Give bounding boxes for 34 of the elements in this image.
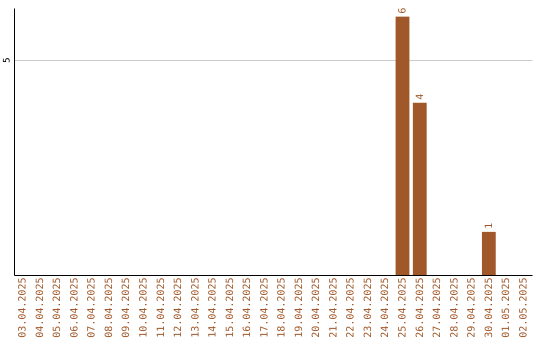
x-tick-label: 17.04.2025 [259,278,270,338]
x-tick-label: 11.04.2025 [156,278,167,338]
x-tick-label: 14.04.2025 [208,278,219,338]
x-tick-label: 27.04.2025 [432,278,444,338]
x-tick-label: 15.04.2025 [224,278,236,338]
x-tick-label: 18.04.2025 [276,278,288,338]
x-tick-label: 08.04.2025 [104,278,115,338]
x-tick-label: 05.04.2025 [52,278,64,338]
x-tick-label: 06.04.2025 [69,278,80,338]
x-tick-label: 29.04.2025 [466,278,478,338]
x-tick-label: 26.04.2025 [414,278,426,338]
x-tick-label: 19.04.2025 [294,278,305,338]
x-tick-label: 28.04.2025 [449,278,460,338]
x-tick-label: 16.04.2025 [242,278,254,338]
x-tick-label: 12.04.2025 [173,278,184,338]
x-tick-label: 03.04.2025 [18,278,29,338]
data-label: 6 [398,8,408,14]
x-tick-label: 04.04.2025 [34,278,46,338]
x-tick-label: 10.04.2025 [138,278,150,338]
x-tick-label: 22.04.2025 [346,278,357,338]
data-label: 4 [414,94,426,100]
data-label: 1 [484,222,495,229]
x-tick-label: 30.04.2025 [484,278,495,338]
x-tick-label: 13.04.2025 [190,278,202,338]
x-tick-label: 07.04.2025 [86,278,98,338]
x-tick-label: 23.04.2025 [362,278,374,338]
x-tick-label: 20.04.2025 [311,278,322,338]
x-tick-label: 25.04.2025 [398,278,408,338]
y-tick-label: 5 [2,57,12,63]
x-tick-label: 01.05.2025 [501,278,512,338]
x-tick-label: 21.04.2025 [328,278,340,338]
x-tick-label: 09.04.2025 [121,278,132,338]
x-tick-label: 24.04.2025 [380,278,392,338]
x-tick-label: 02.05.2025 [518,278,530,338]
